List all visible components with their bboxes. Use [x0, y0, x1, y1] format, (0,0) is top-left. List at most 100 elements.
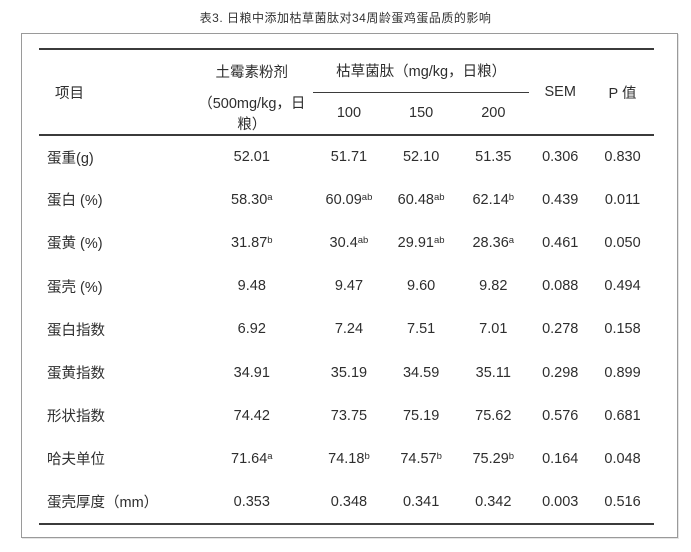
value-cell: 0.681 [604, 407, 641, 424]
value-cell: 0.899 [604, 364, 641, 381]
value-cell: 0.342 [475, 493, 512, 510]
value-cell: 71.64a [231, 450, 273, 467]
header-oxytetracycline-line1: 土霉素粉剂 [215, 64, 289, 81]
value-cell: 58.30a [231, 191, 273, 208]
significance-superscript: ab [361, 191, 373, 203]
value-cell: 30.4ab [329, 234, 369, 251]
significance-superscript: ab [433, 234, 445, 246]
table-row: 蛋壳厚度（mm） 0.353 0.348 0.341 0.342 0.003 0.516 [39, 481, 654, 524]
table-row: 蛋黄指数 34.91 35.19 34.59 35.11 0.298 0.899 [39, 351, 654, 394]
header-oxytetracycline-line2: （500mg/kg，日粮） [198, 96, 306, 133]
value-cell: 74.42 [233, 407, 270, 424]
value-cell: 7.51 [407, 321, 436, 338]
row-label: 蛋黄指数 [47, 366, 105, 383]
table-row: 蛋重(g) 52.01 51.71 52.10 51.35 0.306 0.830 [39, 135, 654, 178]
table-panel: 项目 土霉素粉剂 枯草菌肽（mg/kg，日粮） SEM P 值 （500mg/k… [21, 33, 678, 538]
value-cell: 35.11 [475, 364, 511, 381]
row-label: 蛋壳 (%) [47, 279, 103, 296]
value-cell: 0.353 [233, 493, 270, 510]
value-cell: 9.48 [237, 278, 266, 295]
significance-superscript: a [267, 191, 273, 203]
significance-superscript: a [267, 450, 273, 462]
value-cell: 0.298 [542, 364, 579, 381]
row-label: 哈夫单位 [47, 452, 105, 469]
table-header: 项目 土霉素粉剂 枯草菌肽（mg/kg，日粮） SEM P 值 （500mg/k… [39, 49, 654, 135]
value-cell: 73.75 [330, 407, 368, 424]
significance-superscript: b [364, 450, 370, 462]
value-cell: 51.35 [475, 149, 512, 166]
value-cell: 74.18b [328, 450, 370, 467]
table-row: 蛋黄 (%) 31.87b 30.4ab 29.91ab 28.36a 0.461 0.05… [39, 221, 654, 264]
value-cell: 0.516 [604, 493, 641, 510]
value-cell: 0.306 [542, 149, 579, 166]
value-cell: 0.048 [604, 450, 641, 467]
header-item: 项目 [55, 85, 84, 102]
row-label: 蛋白 (%) [47, 193, 103, 210]
value-cell: 0.011 [604, 191, 641, 208]
row-label: 蛋重(g) [47, 150, 94, 167]
significance-superscript: a [508, 234, 515, 246]
value-cell: 0.158 [604, 321, 641, 338]
value-cell: 0.830 [604, 149, 641, 166]
row-label: 蛋壳厚度（mm） [47, 495, 159, 512]
value-cell: 7.01 [479, 321, 508, 338]
value-cell: 0.348 [330, 493, 368, 510]
value-cell: 28.36a [472, 234, 515, 251]
value-cell: 9.82 [479, 278, 508, 295]
value-cell: 9.47 [334, 278, 364, 295]
value-cell: 0.164 [542, 450, 579, 467]
significance-superscript: b [436, 450, 442, 462]
header-sem: SEM [544, 84, 576, 100]
row-label: 蛋黄 (%) [47, 236, 103, 253]
value-cell: 0.050 [604, 234, 641, 251]
value-cell: 0.088 [542, 278, 579, 295]
value-cell: 52.01 [233, 149, 270, 166]
value-cell: 34.59 [402, 364, 440, 381]
value-cell: 0.576 [542, 407, 579, 424]
header-dose-200: 200 [481, 105, 506, 122]
value-cell: 51.71 [330, 149, 368, 166]
value-cell: 6.92 [237, 321, 266, 338]
table-row: 蛋壳 (%) 9.48 9.47 9.60 9.82 0.088 0.494 [39, 265, 654, 308]
value-cell: 29.91ab [397, 234, 445, 251]
value-cell: 31.87b [231, 234, 273, 251]
value-cell: 75.19 [402, 407, 440, 424]
value-cell: 62.14b [472, 191, 515, 208]
table-row: 哈夫单位 71.64a 74.18b 74.57b 75.29b 0.164 0.048 [39, 437, 654, 480]
header-dose-150: 150 [409, 105, 434, 122]
value-cell: 0.341 [402, 493, 440, 510]
table-body: 蛋重(g) 52.01 51.71 52.10 51.35 0.306 0.830 蛋白 (%… [39, 135, 654, 524]
value-cell: 60.48ab [397, 191, 445, 208]
value-cell: 75.62 [475, 407, 512, 424]
header-row-2: （500mg/kg，日粮） 100 150 200 [39, 92, 654, 135]
value-cell: 9.60 [407, 278, 436, 295]
header-row-1: 项目 土霉素粉剂 枯草菌肽（mg/kg，日粮） SEM P 值 [39, 49, 654, 102]
significance-superscript: b [508, 191, 515, 203]
significance-superscript: b [508, 450, 515, 462]
table-caption: 表3. 日粮中添加枯草菌肽对34周龄蛋鸡蛋品质的影响 [199, 11, 492, 25]
value-cell: 35.19 [330, 364, 368, 381]
header-bacitracin-group: 枯草菌肽（mg/kg，日粮） [312, 49, 530, 93]
egg-quality-table: 项目 土霉素粉剂 枯草菌肽（mg/kg，日粮） SEM P 值 （500mg/k… [39, 48, 654, 525]
row-label: 形状指数 [47, 409, 105, 426]
value-cell: 7.24 [334, 321, 364, 338]
value-cell: 0.439 [542, 191, 579, 208]
value-cell: 0.494 [604, 278, 641, 295]
row-label: 蛋白指数 [47, 322, 105, 339]
significance-superscript: b [267, 234, 273, 246]
header-dose-100: 100 [336, 105, 362, 122]
value-cell: 75.29b [472, 450, 515, 467]
value-cell: 52.10 [402, 149, 440, 166]
table-row: 形状指数 74.42 73.75 75.19 75.62 0.576 0.681 [39, 394, 654, 437]
value-cell: 34.91 [233, 364, 270, 381]
value-cell: 0.461 [542, 234, 579, 251]
table-row: 蛋白 (%) 58.30a 60.09ab 60.48ab 62.14b 0.439 0.0… [39, 178, 654, 221]
value-cell: 74.57b [400, 450, 442, 467]
significance-superscript: ab [357, 234, 369, 246]
significance-superscript: ab [433, 191, 445, 203]
value-cell: 0.278 [542, 321, 579, 338]
header-p-value: P 值 [608, 85, 637, 102]
value-cell: 0.003 [542, 493, 579, 510]
table-row: 蛋白指数 6.92 7.24 7.51 7.01 0.278 0.158 [39, 308, 654, 351]
value-cell: 60.09ab [325, 191, 373, 208]
